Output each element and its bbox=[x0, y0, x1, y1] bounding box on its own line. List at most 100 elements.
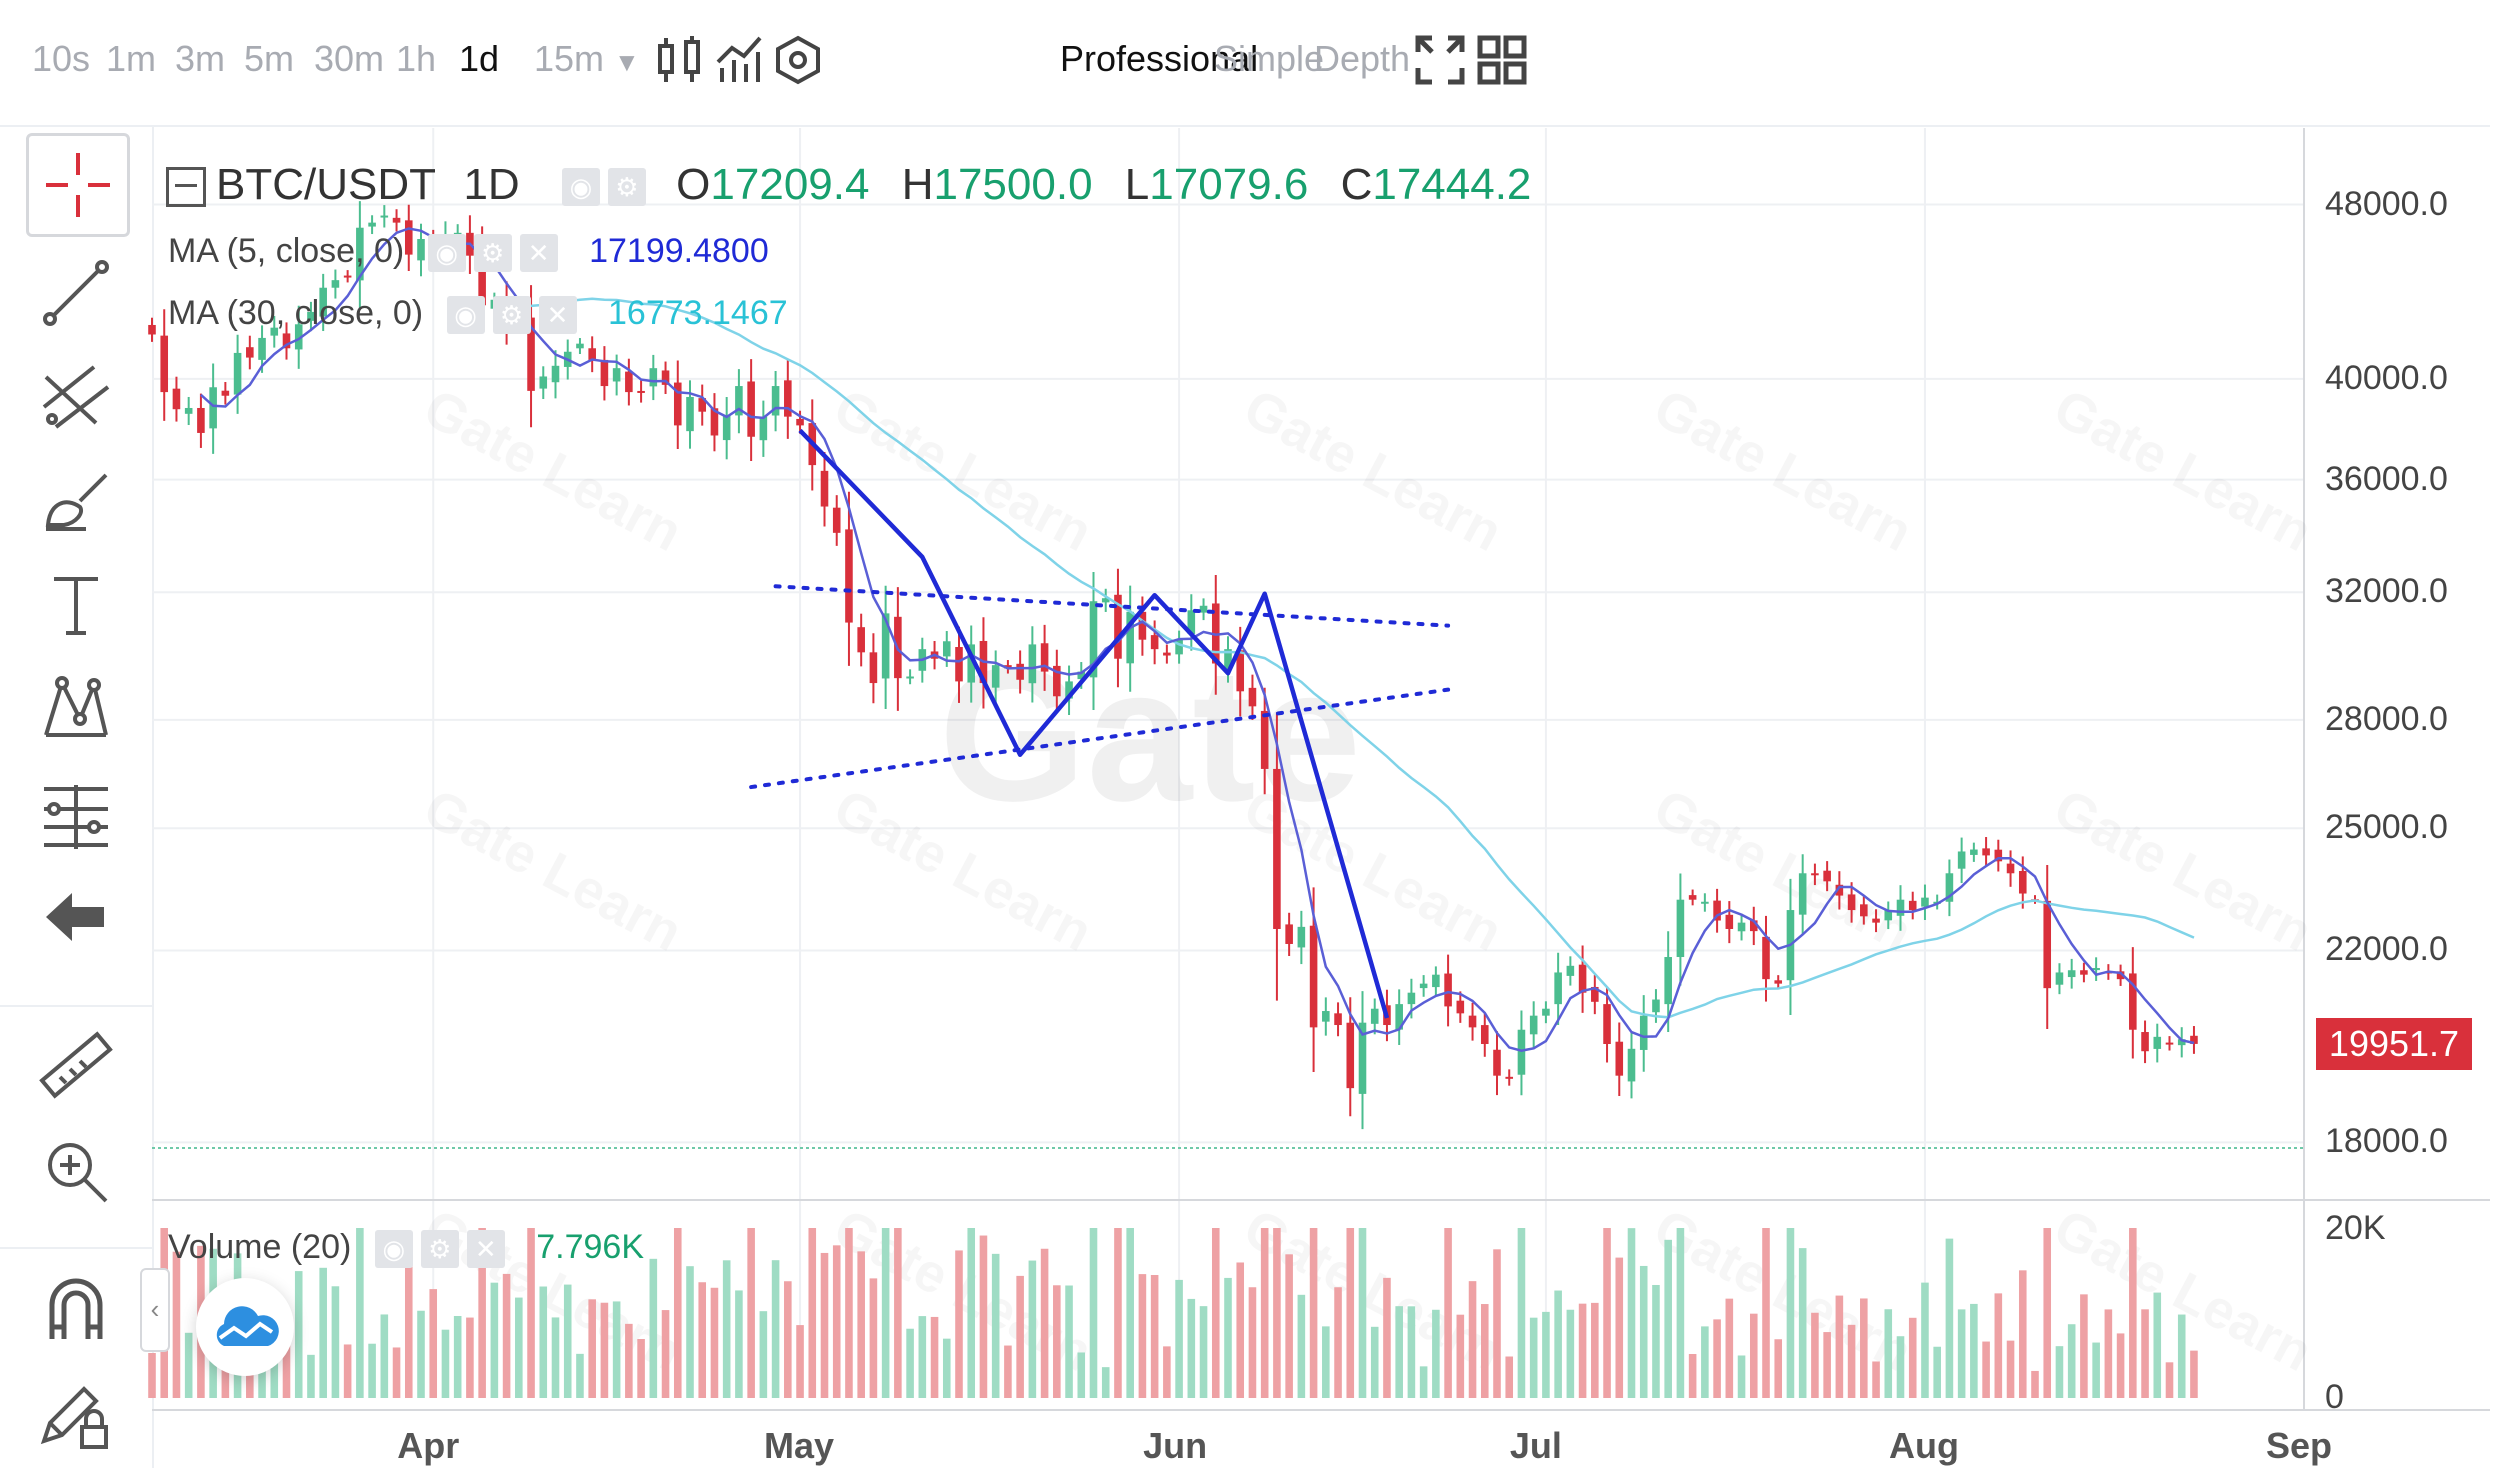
volume-bar bbox=[796, 1325, 804, 1398]
indicator-icon[interactable] bbox=[712, 32, 768, 88]
top-toolbar: 10s 1m 3m 5m 30m 1h 1d 15m ▼ Professiona… bbox=[0, 0, 2490, 127]
trend-line-icon[interactable] bbox=[24, 243, 128, 343]
settings-gear-icon[interactable]: ⚙ bbox=[607, 168, 646, 207]
volume-bar bbox=[331, 1286, 340, 1398]
timeframe-more[interactable]: 15m ▼ bbox=[534, 38, 640, 80]
candle-body bbox=[661, 370, 670, 385]
volume-bar bbox=[148, 1353, 156, 1398]
back-arrow-icon[interactable] bbox=[24, 867, 128, 967]
timeframe-30m[interactable]: 30m bbox=[314, 38, 385, 79]
fibonacci-icon[interactable] bbox=[24, 765, 128, 865]
volume-bar bbox=[722, 1260, 731, 1398]
volume-value: 7.796K bbox=[536, 1228, 644, 1266]
lock-pen-icon[interactable] bbox=[24, 1365, 128, 1465]
candle-body bbox=[1040, 643, 1049, 672]
volume-bar bbox=[771, 1260, 780, 1398]
volume-bar bbox=[1187, 1298, 1196, 1398]
candle-body bbox=[1603, 1004, 1611, 1045]
timeframe-5m[interactable]: 5m bbox=[244, 38, 295, 79]
timeframe-10s[interactable]: 10s bbox=[32, 38, 91, 79]
text-icon[interactable] bbox=[24, 555, 128, 655]
volume-bar bbox=[979, 1235, 988, 1398]
gate-learn-watermark: Gate Learn bbox=[1644, 378, 1921, 563]
gate-learn-watermark: Gate Learn bbox=[1644, 778, 1921, 963]
ma5-close-icon[interactable]: ✕ bbox=[519, 234, 558, 273]
gate-learn-watermark: Gate Learn bbox=[2044, 378, 2321, 563]
magnet-icon[interactable] bbox=[24, 1259, 128, 1359]
ma30-legend: MA (30, close, 0) ◉ ⚙ ✕ 16773.1467 bbox=[168, 294, 788, 335]
candle-body bbox=[1407, 992, 1416, 1005]
crosshair-icon[interactable] bbox=[26, 133, 130, 237]
candle-body bbox=[1309, 925, 1318, 1028]
symbol-name: BTC/USDT bbox=[216, 160, 436, 209]
visibility-eye-icon[interactable]: ◉ bbox=[561, 168, 600, 207]
volume-bar bbox=[967, 1228, 976, 1398]
ma5-eye-icon[interactable]: ◉ bbox=[427, 234, 466, 273]
volume-bar bbox=[343, 1344, 352, 1398]
candle-body bbox=[1248, 687, 1257, 707]
interval-label: 1D bbox=[463, 160, 520, 209]
timeframe-3m[interactable]: 3m bbox=[175, 38, 226, 79]
settings-hex-icon[interactable] bbox=[770, 32, 826, 88]
ma30-close-icon[interactable]: ✕ bbox=[538, 296, 577, 335]
ma5-settings-icon[interactable]: ⚙ bbox=[473, 234, 512, 273]
volume-bar bbox=[1395, 1306, 1403, 1398]
fullscreen-icon[interactable] bbox=[1412, 32, 1468, 88]
high-label: H bbox=[901, 160, 934, 209]
volume-eye-icon[interactable]: ◉ bbox=[374, 1230, 413, 1269]
candle-body bbox=[1847, 894, 1856, 911]
candle-body bbox=[2165, 1042, 2174, 1045]
collapse-legend-icon[interactable] bbox=[166, 167, 206, 208]
timeframe-1m[interactable]: 1m bbox=[106, 38, 157, 79]
candle-body bbox=[1713, 900, 1721, 921]
ma5-value: 17199.4800 bbox=[589, 232, 769, 270]
candle-body bbox=[698, 398, 707, 412]
symbol-legend: BTC/USDT 1D ◉ ⚙ O17209.4 H17500.0 L17079.… bbox=[166, 160, 1531, 210]
candle-body bbox=[1089, 601, 1098, 678]
volume-bar bbox=[2067, 1324, 2076, 1398]
ma30-settings-icon[interactable]: ⚙ bbox=[492, 296, 531, 335]
volume-bar bbox=[930, 1316, 939, 1398]
volume-bar bbox=[1236, 1262, 1245, 1398]
volume-bar bbox=[942, 1338, 951, 1398]
zoom-in-icon[interactable] bbox=[24, 1121, 128, 1221]
candle-body bbox=[404, 220, 413, 255]
timeframe-1d[interactable]: 1d bbox=[459, 38, 500, 79]
mode-depth[interactable]: Depth bbox=[1314, 38, 1411, 79]
volume-bar bbox=[918, 1316, 927, 1398]
ma30-eye-icon[interactable]: ◉ bbox=[446, 296, 485, 335]
volume-bar bbox=[1040, 1248, 1049, 1398]
candle-body bbox=[1480, 1025, 1489, 1045]
volume-bar bbox=[319, 1267, 327, 1398]
candle-body bbox=[221, 390, 230, 396]
mode-professional[interactable]: Professional bbox=[1060, 38, 1259, 79]
ruler-icon[interactable] bbox=[24, 1015, 128, 1115]
candlestick-icon[interactable] bbox=[652, 32, 708, 88]
gate-learn-watermark: Gate Learn bbox=[824, 378, 1101, 563]
brush-icon[interactable] bbox=[24, 453, 128, 553]
candle-body bbox=[1639, 1015, 1648, 1050]
candle-body bbox=[576, 343, 584, 349]
pattern-icon[interactable] bbox=[24, 659, 128, 759]
candle-body bbox=[294, 324, 303, 350]
volume-bar bbox=[1101, 1367, 1110, 1398]
timeframe-1h[interactable]: 1h bbox=[396, 38, 437, 79]
volume-close-icon[interactable]: ✕ bbox=[466, 1230, 505, 1269]
volume-bar bbox=[1053, 1285, 1061, 1398]
collapse-toolbar-handle[interactable]: ‹ bbox=[140, 1268, 170, 1352]
volume-bar bbox=[1578, 1303, 1587, 1398]
volume-bar bbox=[1309, 1228, 1318, 1398]
volume-bar bbox=[1884, 1309, 1893, 1398]
candle-body bbox=[1224, 649, 1232, 670]
candle-body bbox=[1016, 663, 1024, 680]
layout-grid-icon[interactable] bbox=[1474, 32, 1530, 88]
y-tick-label: 28000.0 bbox=[2325, 699, 2448, 738]
chart-cloud-icon[interactable] bbox=[196, 1278, 294, 1376]
candle-body bbox=[1187, 610, 1196, 634]
mode-simple[interactable]: Simple bbox=[1214, 38, 1325, 79]
ma30-line bbox=[506, 297, 2195, 1019]
volume-settings-icon[interactable]: ⚙ bbox=[420, 1230, 459, 1269]
candle-body bbox=[2006, 863, 2015, 874]
parallel-channel-icon[interactable] bbox=[24, 347, 128, 447]
